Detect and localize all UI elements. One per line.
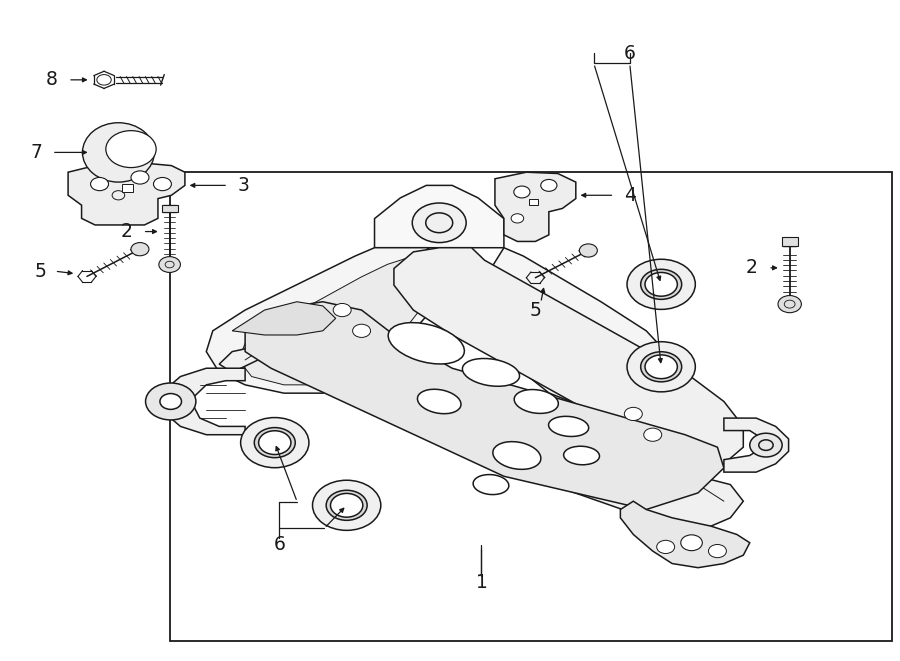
- Circle shape: [644, 428, 662, 442]
- Circle shape: [641, 352, 681, 382]
- Polygon shape: [495, 173, 576, 241]
- Bar: [169, 173, 892, 641]
- Circle shape: [708, 545, 726, 558]
- Ellipse shape: [418, 389, 461, 414]
- Text: 1: 1: [475, 573, 488, 592]
- Ellipse shape: [493, 442, 541, 469]
- Circle shape: [159, 256, 180, 272]
- Text: 5: 5: [34, 262, 46, 281]
- Circle shape: [625, 407, 643, 420]
- Ellipse shape: [388, 323, 464, 364]
- Polygon shape: [206, 248, 452, 393]
- Circle shape: [412, 203, 466, 243]
- Text: 6: 6: [624, 44, 635, 63]
- Polygon shape: [724, 418, 788, 472]
- Circle shape: [680, 535, 702, 551]
- Polygon shape: [161, 368, 245, 435]
- Circle shape: [312, 481, 381, 530]
- Bar: [122, 184, 133, 192]
- Circle shape: [160, 393, 182, 409]
- Circle shape: [131, 243, 149, 256]
- Text: 4: 4: [624, 186, 635, 205]
- Polygon shape: [491, 248, 666, 406]
- Text: 5: 5: [529, 301, 541, 320]
- Circle shape: [580, 244, 598, 257]
- Polygon shape: [394, 248, 743, 468]
- Circle shape: [657, 540, 675, 553]
- Circle shape: [333, 303, 351, 317]
- Circle shape: [106, 131, 157, 168]
- Text: 3: 3: [238, 176, 249, 195]
- Circle shape: [91, 177, 109, 190]
- Polygon shape: [220, 343, 743, 526]
- Polygon shape: [620, 501, 750, 568]
- Circle shape: [240, 418, 309, 468]
- Circle shape: [146, 383, 196, 420]
- Circle shape: [258, 431, 291, 455]
- Circle shape: [255, 428, 295, 457]
- Ellipse shape: [563, 446, 599, 465]
- Circle shape: [641, 269, 681, 299]
- FancyBboxPatch shape: [781, 237, 797, 246]
- Polygon shape: [68, 163, 184, 225]
- Polygon shape: [245, 301, 724, 510]
- Circle shape: [541, 179, 557, 191]
- Circle shape: [645, 272, 678, 296]
- Circle shape: [511, 214, 524, 223]
- Polygon shape: [374, 185, 504, 248]
- Circle shape: [330, 493, 363, 517]
- Polygon shape: [238, 256, 433, 385]
- Text: 6: 6: [274, 535, 285, 555]
- Circle shape: [131, 171, 149, 184]
- Ellipse shape: [83, 123, 155, 182]
- Text: 8: 8: [46, 70, 58, 89]
- Text: 2: 2: [121, 222, 132, 241]
- Circle shape: [353, 325, 371, 337]
- Circle shape: [750, 433, 782, 457]
- Circle shape: [778, 295, 801, 313]
- Circle shape: [514, 186, 530, 198]
- Text: 2: 2: [746, 258, 758, 278]
- Circle shape: [627, 342, 696, 392]
- Ellipse shape: [514, 389, 558, 413]
- Circle shape: [326, 490, 367, 520]
- Ellipse shape: [463, 358, 519, 386]
- Polygon shape: [232, 301, 336, 335]
- Text: 7: 7: [31, 143, 42, 162]
- Circle shape: [154, 177, 171, 190]
- Circle shape: [645, 355, 678, 379]
- Bar: [529, 198, 538, 205]
- Ellipse shape: [549, 416, 589, 436]
- Circle shape: [627, 259, 696, 309]
- FancyBboxPatch shape: [161, 204, 177, 212]
- Ellipse shape: [473, 475, 508, 494]
